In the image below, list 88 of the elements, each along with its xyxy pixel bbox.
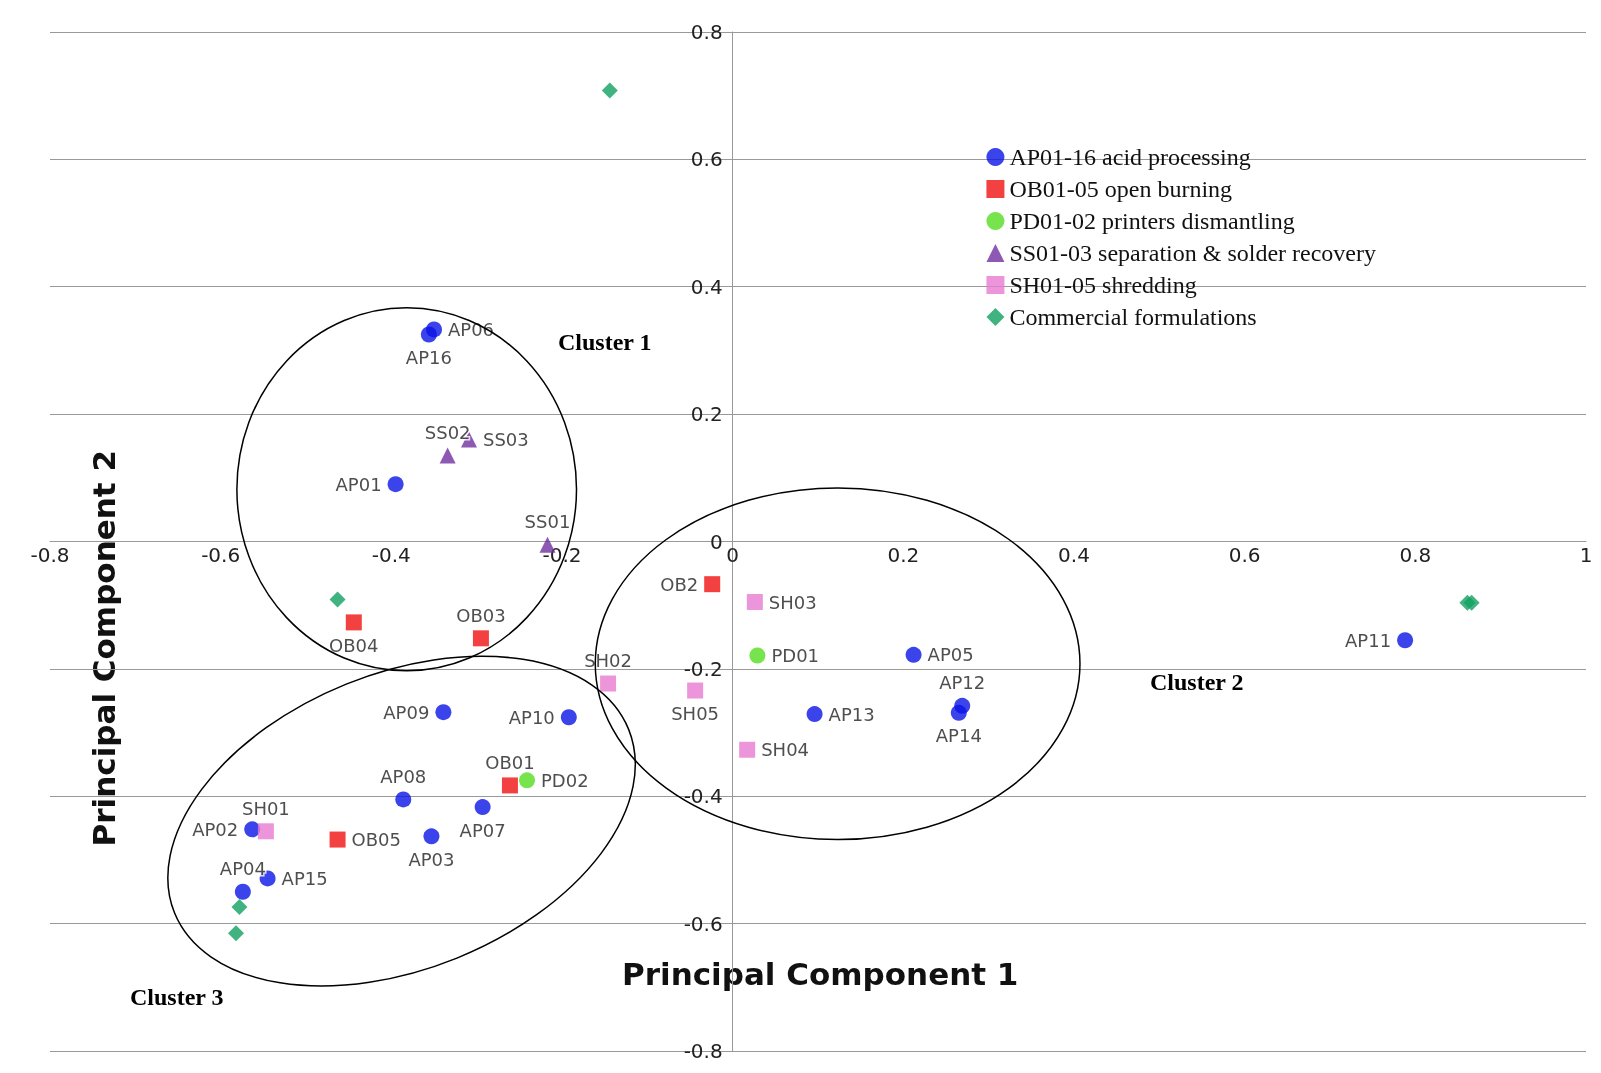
point	[234, 883, 251, 900]
point	[228, 925, 245, 942]
point	[439, 447, 456, 464]
y-axis-title: Principal Component 2	[85, 449, 122, 847]
data-label: AP10	[508, 706, 555, 728]
data-label: AP14	[935, 725, 982, 747]
point	[1463, 594, 1480, 611]
data-label: OB04	[329, 634, 379, 656]
data-label: OB01	[485, 751, 535, 773]
point	[519, 772, 536, 789]
point	[474, 799, 491, 816]
legend-label: Commercial formulations	[1009, 304, 1257, 330]
legend-label: SS01-03 separation & solder recovery	[1009, 240, 1376, 266]
x-tick-label: 0.6	[1228, 542, 1261, 567]
legend-label: SH01-05 shredding	[1009, 272, 1197, 298]
data-label: AP11	[1345, 629, 1392, 651]
annotation: Cluster 2	[1150, 669, 1244, 695]
x-tick-label: 0.2	[887, 542, 920, 567]
x-tick-label: 0.4	[1058, 542, 1090, 567]
y-tick-label: -0.2	[683, 656, 723, 681]
data-label: AP12	[939, 672, 986, 694]
point	[560, 709, 577, 726]
point	[345, 614, 362, 631]
data-label: SH04	[761, 739, 810, 761]
point	[420, 326, 437, 343]
data-label: AP03	[408, 848, 455, 870]
x-axis-title: Principal Component 1	[622, 955, 1019, 992]
point	[950, 704, 967, 721]
point	[423, 828, 440, 845]
data-label: AP08	[380, 765, 427, 787]
data-label: AP04	[219, 858, 266, 880]
data-label: AP13	[828, 703, 875, 725]
y-tick-label: 0.6	[690, 147, 723, 172]
point	[746, 594, 763, 610]
data-label: AP02	[192, 818, 239, 840]
point	[387, 476, 404, 493]
point	[395, 791, 412, 808]
x-tick-label: 1	[1579, 542, 1593, 567]
point	[435, 704, 452, 721]
legend-label: OB01-05 open burning	[1009, 176, 1233, 202]
y-tick-label: 0.8	[690, 20, 723, 44]
point	[329, 591, 346, 608]
data-label: SS03	[482, 429, 529, 451]
data-label: AP16	[405, 347, 452, 369]
annotation: Cluster 3	[130, 984, 224, 1010]
point	[600, 675, 617, 692]
point	[231, 899, 248, 916]
data-label: AP05	[927, 644, 974, 666]
point	[601, 82, 618, 99]
data-label: SS01	[524, 511, 571, 533]
x-tick-label: -0.8	[30, 542, 70, 567]
x-tick-label: -0.6	[201, 542, 241, 567]
point	[329, 831, 346, 848]
data-label: AP07	[459, 819, 506, 841]
data-label: AP09	[383, 701, 430, 723]
point	[472, 630, 489, 647]
data-label: OB05	[351, 829, 401, 851]
y-tick-label: 0.2	[690, 402, 723, 427]
point	[749, 647, 766, 664]
data-label: PD02	[541, 769, 589, 791]
data-label: SH05	[671, 703, 720, 725]
point	[501, 777, 518, 794]
data-label: SH01	[241, 797, 290, 819]
point	[704, 576, 721, 593]
point	[739, 741, 756, 758]
x-tick-label: 0.8	[1399, 542, 1432, 567]
y-tick-label: -0.6	[683, 911, 723, 936]
y-tick-label: -0.4	[683, 784, 723, 809]
data-label: OB03	[456, 604, 506, 626]
point	[806, 706, 823, 723]
x-tick-label: 0	[726, 542, 740, 567]
point	[1397, 632, 1414, 649]
data-label: OB2	[660, 573, 699, 595]
data-label: PD01	[771, 645, 820, 666]
data-label: SH03	[768, 591, 817, 613]
data-label: SS02	[424, 422, 471, 444]
y-tick-label: 0.4	[690, 274, 723, 299]
data-label: AP01	[335, 473, 382, 495]
point	[905, 646, 922, 663]
legend-label: PD01-02 printers dismantling	[1009, 208, 1295, 234]
legend-label: AP01-16 acid processing	[1009, 144, 1251, 170]
point	[244, 821, 261, 838]
annotation: Cluster 1	[558, 329, 652, 355]
x-tick-label: -0.4	[371, 542, 411, 567]
point	[257, 823, 274, 840]
data-label: AP15	[281, 867, 328, 889]
y-tick-label: -0.8	[683, 1039, 723, 1063]
point	[687, 682, 704, 699]
